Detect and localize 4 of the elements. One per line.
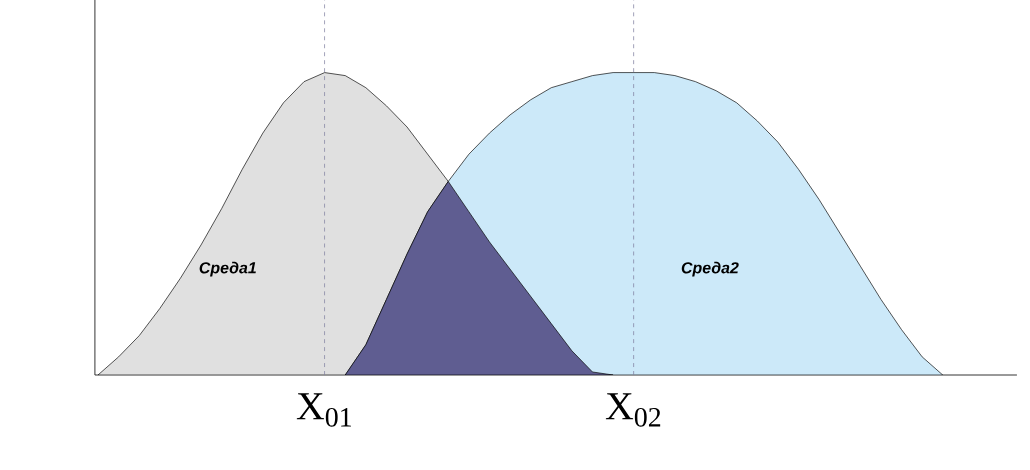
series-label: Среда1 [199, 261, 256, 277]
x-tick-label: X$_{02}$ [605, 393, 661, 427]
x-tick-label: X$_{01}$ [296, 393, 351, 427]
series-label: Среда2 [681, 261, 739, 277]
